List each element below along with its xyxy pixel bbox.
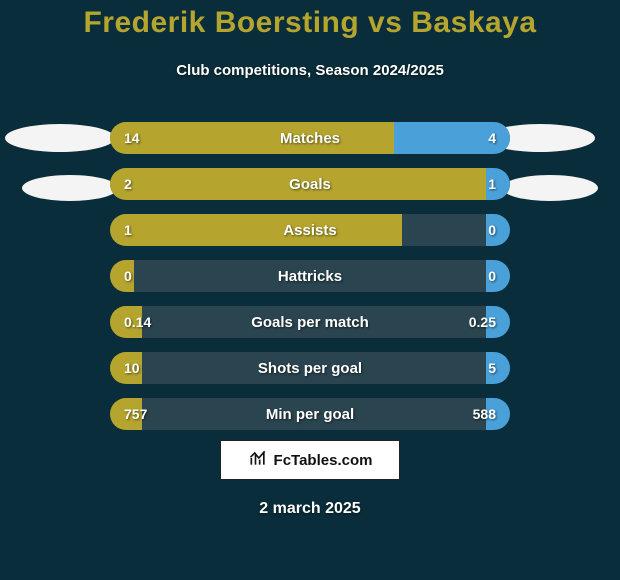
stat-row: 144Matches: [110, 122, 510, 154]
stat-label: Shots per goal: [110, 352, 510, 384]
stat-fill-right: [394, 122, 510, 154]
stat-fill-left: [110, 260, 134, 292]
stat-fill-right: [486, 214, 510, 246]
stat-row: 105Shots per goal: [110, 352, 510, 384]
stat-fill-left: [110, 306, 142, 338]
subtitle: Club competitions, Season 2024/2025: [0, 62, 620, 79]
decor-ellipse-left-2: [22, 175, 118, 201]
stat-row: 10Assists: [110, 214, 510, 246]
stat-fill-right: [486, 306, 510, 338]
stat-fill-right: [486, 398, 510, 430]
stat-row: 0.140.25Goals per match: [110, 306, 510, 338]
stat-row: 21Goals: [110, 168, 510, 200]
comparison-infographic: Frederik Boersting vs Baskaya Club compe…: [0, 0, 620, 580]
stat-label: Min per goal: [110, 398, 510, 430]
stat-label: Goals per match: [110, 306, 510, 338]
stat-rows: 144Matches 21Goals 10Assists 00Hattricks 0.1…: [110, 122, 510, 444]
brand-text: FcTables.com: [274, 452, 373, 469]
stat-fill-left: [110, 214, 402, 246]
stat-fill-right: [486, 352, 510, 384]
stat-fill-left: [110, 352, 142, 384]
stat-fill-right: [486, 168, 510, 200]
decor-ellipse-left-1: [5, 124, 115, 152]
date-stamp: 2 march 2025: [0, 500, 620, 518]
stat-fill-left: [110, 122, 394, 154]
stat-fill-left: [110, 168, 486, 200]
brand-badge: FcTables.com: [220, 440, 400, 480]
stat-row: 00Hattricks: [110, 260, 510, 292]
stat-label: Hattricks: [110, 260, 510, 292]
stat-row: 757588Min per goal: [110, 398, 510, 430]
decor-ellipse-right-2: [502, 175, 598, 201]
stat-fill-right: [486, 260, 510, 292]
page-title: Frederik Boersting vs Baskaya: [0, 6, 620, 40]
stat-fill-left: [110, 398, 142, 430]
bar-chart-icon: [248, 448, 268, 472]
